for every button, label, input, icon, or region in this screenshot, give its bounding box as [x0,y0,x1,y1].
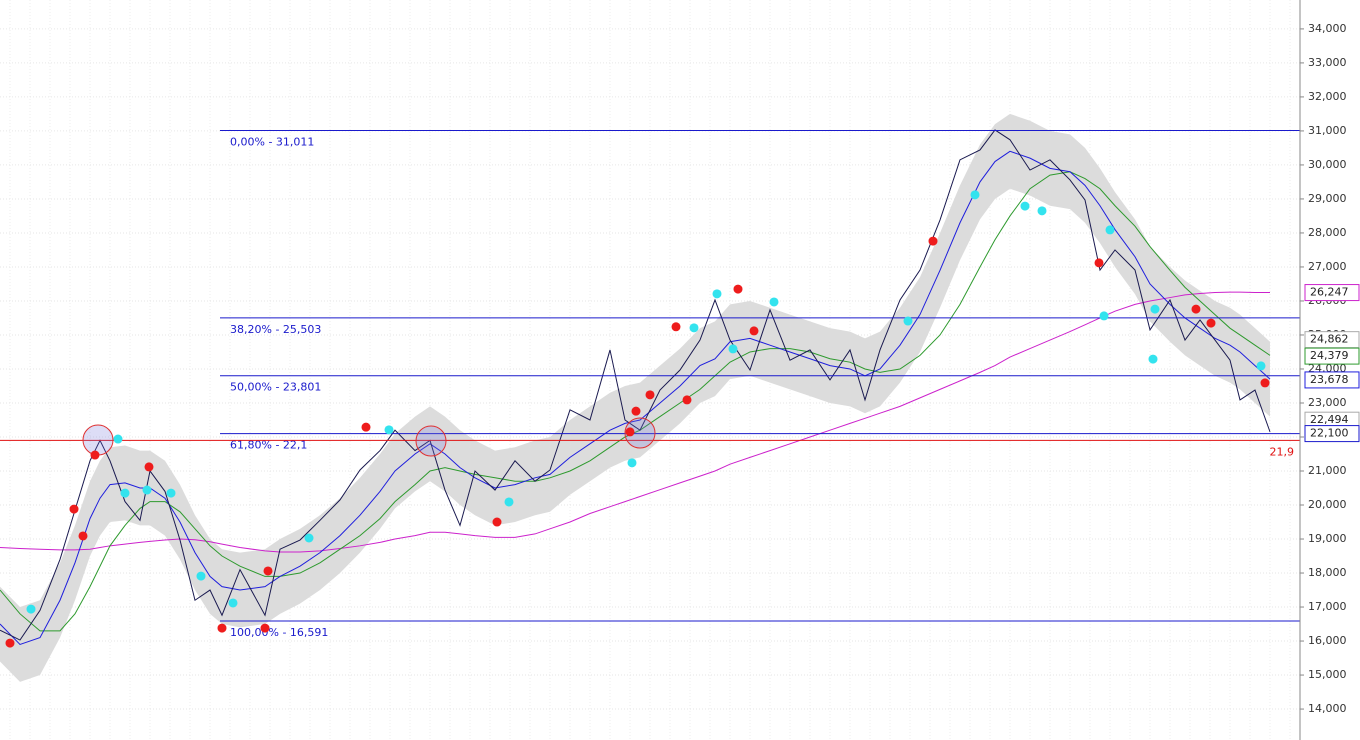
signal-dot [384,425,394,435]
highlight-circle [415,425,447,457]
signal-dot [1148,354,1158,364]
fib-label: 50,00% - 23,801 [230,381,321,394]
y-tick-label: 18,000 [1308,566,1347,579]
plot-background [0,0,1300,740]
signal-dot [1256,361,1266,371]
signal-dot [166,488,176,498]
signal-dot [631,406,641,416]
price-label-box [1304,425,1360,443]
signal-dot [1037,206,1047,216]
y-tick-label: 14,000 [1308,702,1347,715]
signal-dot [1191,304,1201,314]
price-label: 23,678 [1310,373,1349,386]
line-layer [0,129,1271,646]
signal-dot [120,488,130,498]
signal-dot [361,422,371,432]
y-tick-label: 31,000 [1308,124,1347,137]
signal-dot [689,323,699,333]
y-tick-label: 34,000 [1308,22,1347,35]
y-tick-label: 17,000 [1308,600,1347,613]
fib-label: 0,00% - 31,011 [230,136,314,149]
y-tick-label: 28,000 [1308,226,1347,239]
signal-dot [90,450,100,460]
signal-dot [1094,258,1104,268]
signal-dot [144,462,154,472]
signal-dot [903,316,913,326]
price-label: 24,862 [1310,333,1349,346]
signal-dot [304,533,314,543]
y-tick-label: 16,000 [1308,634,1347,647]
fib-layer: 0,00% - 31,011 38,20% - 25,503 50,00% - 23… [0,130,1300,639]
price-label: 26,247 [1310,286,1349,299]
band-layer [0,113,1270,682]
y-tick-label: 20,000 [1308,498,1347,511]
fib-label: 38,20% - 25,503 [230,323,321,336]
axis-background [1300,0,1360,740]
highlight-circle [624,417,656,449]
signal-dot [625,427,635,437]
signal-dot [263,566,273,576]
signal-dot [970,190,980,200]
signal-dot [733,284,743,294]
price-label-box [1304,347,1360,365]
y-tick-label: 30,000 [1308,158,1347,171]
price-label-box [1304,371,1360,389]
signal-dot [1020,201,1030,211]
signal-dot [5,638,15,648]
highlight-circle [82,424,114,456]
signal-dot [78,531,88,541]
fib-label: 61,80% - 22,1 [230,439,307,452]
price-label: 22,494 [1310,413,1349,426]
y-tick-label: 32,000 [1308,90,1347,103]
signal-dot [671,322,681,332]
signal-dot [26,604,36,614]
signal-dot [228,598,238,608]
horizontal-line-label: 21,9 [1270,445,1295,458]
y-tick-label: 29,000 [1308,192,1347,205]
signal-dot [260,623,270,633]
signal-dot [1105,225,1115,235]
signal-dot [1150,304,1160,314]
signal-dot [217,623,227,633]
signal-dot [1099,311,1109,321]
signal-dot [682,395,692,405]
series-line [0,129,1271,641]
series-line [0,171,1271,632]
signal-dot [142,485,152,495]
series-line [0,291,1270,553]
signal-dot [728,344,738,354]
signal-layer [5,190,1270,648]
grid [0,28,1300,710]
signal-dot [769,297,779,307]
y-tick-label: 33,000 [1308,56,1347,69]
signal-dot [69,504,79,514]
series-line [0,150,1271,646]
price-label: 24,379 [1310,349,1349,362]
signal-dot [1260,378,1270,388]
fib-label: 100,00% - 16,591 [230,626,328,639]
signal-dot [928,236,938,246]
signal-dot [504,497,514,507]
signal-dot [645,390,655,400]
signal-dot [196,571,206,581]
bollinger-band [0,113,1270,682]
y-tick-label: 23,000 [1308,396,1347,409]
signal-dot [113,434,123,444]
y-axis: 34,000 33,000 32,000 31,000 30,000 29,000 28,0… [1299,0,1360,740]
signal-dot [1206,318,1216,328]
y-tick-label: 27,000 [1308,260,1347,273]
signal-dot [492,517,502,527]
signal-dot [712,289,722,299]
y-tick-label: 21,000 [1308,464,1347,477]
y-tick-label: 19,000 [1308,532,1347,545]
y-tick-label: 15,000 [1308,668,1347,681]
signal-dot [627,458,637,468]
price-label-box [1304,284,1360,302]
price-label: 22,100 [1310,427,1349,440]
signal-dot [749,326,759,336]
